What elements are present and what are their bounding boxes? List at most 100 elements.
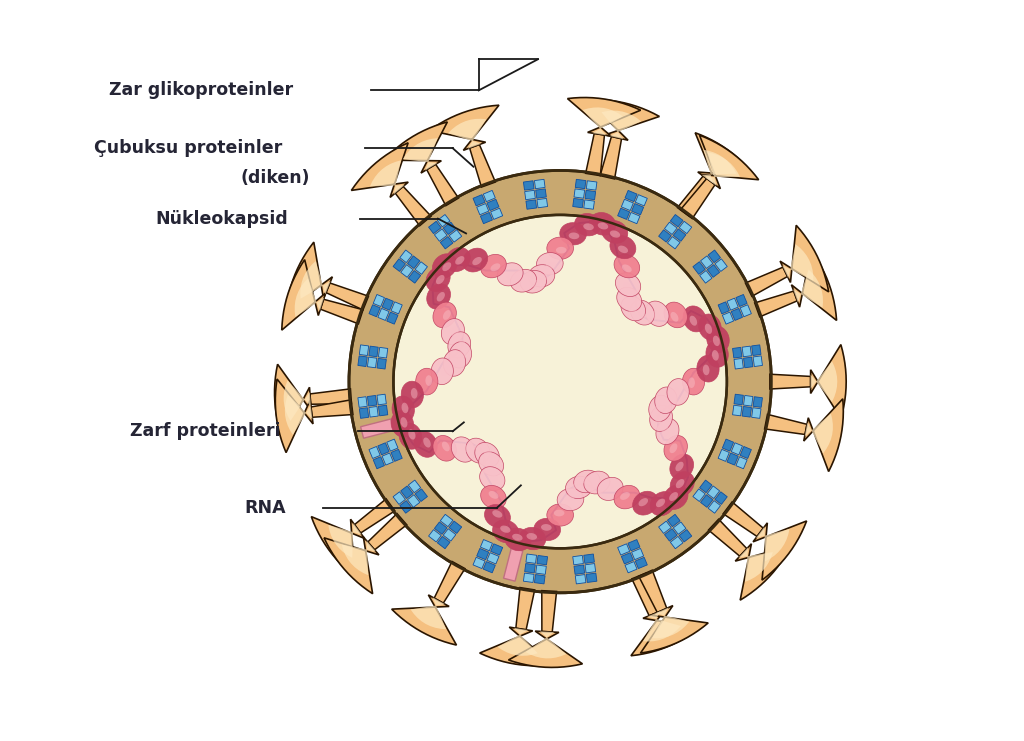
Polygon shape <box>699 135 759 189</box>
Polygon shape <box>674 229 686 242</box>
Polygon shape <box>274 365 311 438</box>
Polygon shape <box>523 573 535 582</box>
Ellipse shape <box>565 476 592 499</box>
Ellipse shape <box>584 471 610 494</box>
Polygon shape <box>718 449 729 462</box>
Polygon shape <box>368 357 377 368</box>
Polygon shape <box>625 562 637 573</box>
Polygon shape <box>285 394 312 435</box>
Ellipse shape <box>656 499 666 507</box>
Text: Zarf proteinleri: Zarf proteinleri <box>130 422 281 440</box>
Ellipse shape <box>649 405 673 431</box>
Polygon shape <box>738 547 773 582</box>
Polygon shape <box>311 516 365 576</box>
Polygon shape <box>665 529 677 541</box>
Polygon shape <box>369 305 380 316</box>
Polygon shape <box>526 200 537 209</box>
Ellipse shape <box>401 402 409 413</box>
Polygon shape <box>384 122 447 173</box>
Ellipse shape <box>493 520 519 542</box>
Polygon shape <box>504 548 523 581</box>
Ellipse shape <box>610 236 636 259</box>
Polygon shape <box>752 408 761 419</box>
Polygon shape <box>483 562 496 573</box>
Ellipse shape <box>621 492 630 500</box>
Ellipse shape <box>698 314 721 340</box>
Ellipse shape <box>650 491 675 516</box>
Polygon shape <box>753 396 763 408</box>
Ellipse shape <box>547 504 573 526</box>
Ellipse shape <box>460 443 468 452</box>
Polygon shape <box>671 214 683 227</box>
Ellipse shape <box>712 350 719 361</box>
Ellipse shape <box>707 326 729 353</box>
Polygon shape <box>286 242 333 310</box>
Ellipse shape <box>498 263 523 286</box>
Ellipse shape <box>656 419 679 445</box>
Polygon shape <box>524 564 536 573</box>
Polygon shape <box>449 119 486 149</box>
Ellipse shape <box>590 477 600 485</box>
Polygon shape <box>622 553 634 564</box>
Polygon shape <box>731 308 742 320</box>
Polygon shape <box>391 595 457 645</box>
Ellipse shape <box>392 396 415 422</box>
Polygon shape <box>402 138 437 170</box>
Polygon shape <box>310 389 351 405</box>
Polygon shape <box>450 521 462 534</box>
Polygon shape <box>780 225 828 292</box>
Polygon shape <box>440 236 453 249</box>
Ellipse shape <box>441 365 447 376</box>
Polygon shape <box>415 262 427 274</box>
Ellipse shape <box>662 427 669 437</box>
Ellipse shape <box>411 388 418 399</box>
Polygon shape <box>473 557 485 568</box>
Ellipse shape <box>458 339 465 350</box>
Ellipse shape <box>546 262 556 269</box>
Polygon shape <box>393 492 406 505</box>
Polygon shape <box>329 523 361 558</box>
Polygon shape <box>379 348 388 358</box>
Polygon shape <box>377 394 386 405</box>
Ellipse shape <box>426 267 451 292</box>
Polygon shape <box>284 380 311 421</box>
Polygon shape <box>443 529 456 541</box>
Ellipse shape <box>483 448 493 457</box>
Ellipse shape <box>490 263 501 271</box>
Ellipse shape <box>670 471 694 496</box>
Polygon shape <box>715 492 727 505</box>
Ellipse shape <box>614 254 640 278</box>
Ellipse shape <box>676 462 684 471</box>
Polygon shape <box>709 250 721 262</box>
Ellipse shape <box>622 265 632 272</box>
Polygon shape <box>523 181 535 190</box>
Polygon shape <box>668 514 680 527</box>
Polygon shape <box>391 302 402 314</box>
Polygon shape <box>373 456 384 469</box>
Polygon shape <box>736 294 748 307</box>
Polygon shape <box>665 222 677 234</box>
Ellipse shape <box>480 485 506 509</box>
Polygon shape <box>470 144 496 187</box>
Polygon shape <box>359 408 369 419</box>
Ellipse shape <box>660 396 668 406</box>
Ellipse shape <box>472 257 482 265</box>
Polygon shape <box>450 230 462 242</box>
Polygon shape <box>400 265 413 277</box>
Ellipse shape <box>466 438 489 463</box>
Ellipse shape <box>488 491 499 499</box>
Ellipse shape <box>414 431 437 457</box>
Ellipse shape <box>432 254 457 279</box>
Ellipse shape <box>441 319 465 345</box>
Polygon shape <box>395 187 431 226</box>
Polygon shape <box>524 190 536 199</box>
Ellipse shape <box>664 302 687 328</box>
Polygon shape <box>400 486 413 499</box>
Polygon shape <box>408 495 420 508</box>
Polygon shape <box>679 222 692 233</box>
Polygon shape <box>632 204 644 215</box>
Ellipse shape <box>409 429 416 439</box>
Polygon shape <box>342 541 376 575</box>
Polygon shape <box>295 278 325 317</box>
Ellipse shape <box>510 269 537 292</box>
